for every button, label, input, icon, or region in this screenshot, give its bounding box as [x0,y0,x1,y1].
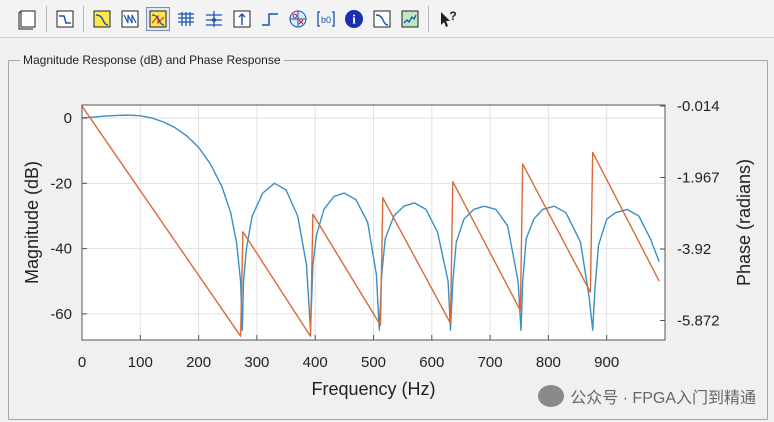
coefficients-button[interactable]: b0 [314,7,338,31]
pole-zero-button[interactable] [286,7,310,31]
step-icon [262,12,278,26]
x-tick-label: 300 [244,354,269,371]
y2-tick-label: -3.92 [677,241,711,258]
phase-button[interactable] [118,7,142,31]
info-button[interactable]: i [342,7,366,31]
y2-tick-label: -1.967 [677,170,720,187]
plot-panel [8,60,768,420]
watermark-text: 公众号 · FPGA入门到精通 [570,390,756,407]
x-tick-label: 500 [361,354,386,371]
x-tick-label: 200 [186,354,211,371]
x-tick-label: 100 [128,354,153,371]
y-tick-label: -40 [50,241,72,258]
filter-spec-button[interactable] [53,7,77,31]
phase-icon [121,10,139,27]
x-tick-label: 800 [536,354,561,371]
group-delay-button[interactable] [174,7,198,31]
whats-this-button[interactable]: ? [435,7,459,31]
filter-spec-icon [56,10,74,27]
new-figure-button[interactable] [16,7,40,31]
whats-this-icon: ? [441,9,457,27]
magnitude-icon [93,10,111,27]
y-tick-label: -60 [50,306,72,323]
x-tick-label: 0 [78,354,86,371]
phase-delay-button[interactable] [202,7,226,31]
x-tick-label: 700 [478,354,503,371]
mag-phase-icon [149,10,167,27]
y-axis-label: Magnitude (dB) [22,161,42,284]
phase-delay-icon [206,10,222,27]
y2-axis-label: Phase (radians) [734,159,754,286]
y2-tick-label: -5.872 [677,312,720,329]
new-figure-icon [18,10,36,29]
noise-icon [401,10,419,27]
wechat-logo-icon [538,385,565,407]
x-tick-label: 600 [419,354,444,371]
toolbar-separator [428,5,429,32]
y-tick-label: 0 [64,110,72,127]
phase-series-line [81,105,660,337]
watermark: 公众号 · FPGA入门到精通 [538,384,756,408]
svg-text:b0: b0 [321,15,331,25]
magnitude-estimate-icon [373,10,391,27]
x-axis-label: Frequency (Hz) [311,379,435,399]
step-button[interactable] [258,7,282,31]
pole-zero-icon [289,10,307,27]
toolbar-separator [46,5,47,32]
y-tick-label: -20 [50,175,72,192]
x-tick-label: 900 [594,354,619,371]
svg-text:?: ? [449,9,456,23]
toolbar-separator [83,5,84,32]
info-icon: i [345,9,363,28]
magnitude-estimate-button[interactable] [370,7,394,31]
toolbar: b0 i? [0,0,774,38]
noise-button[interactable] [398,7,422,31]
coefficients-icon: b0 [317,10,335,27]
panel-title: Magnitude Response (dB) and Phase Respon… [20,53,284,67]
svg-text:i: i [352,11,356,26]
impulse-button[interactable] [230,7,254,31]
group-delay-icon [178,11,194,26]
y2-tick-label: -0.014 [677,98,720,115]
magnitude-button[interactable] [90,7,114,31]
x-tick-label: 400 [303,354,328,371]
impulse-icon [233,10,251,27]
mag-phase-button[interactable] [146,6,170,31]
